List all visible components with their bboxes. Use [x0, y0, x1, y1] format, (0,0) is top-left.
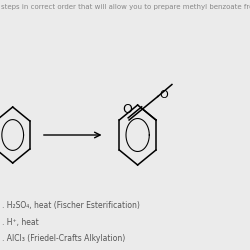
Text: . H₂SO₄, heat (Fischer Esterification): . H₂SO₄, heat (Fischer Esterification)	[2, 201, 140, 210]
Text: . H⁺, heat: . H⁺, heat	[2, 218, 38, 226]
Text: O: O	[123, 103, 132, 116]
Text: O: O	[159, 90, 168, 100]
Text: steps in correct order that will allow you to prepare methyl benzoate from b: steps in correct order that will allow y…	[2, 4, 250, 10]
Text: . AlCl₃ (Friedel-Crafts Alkylation): . AlCl₃ (Friedel-Crafts Alkylation)	[2, 234, 125, 243]
